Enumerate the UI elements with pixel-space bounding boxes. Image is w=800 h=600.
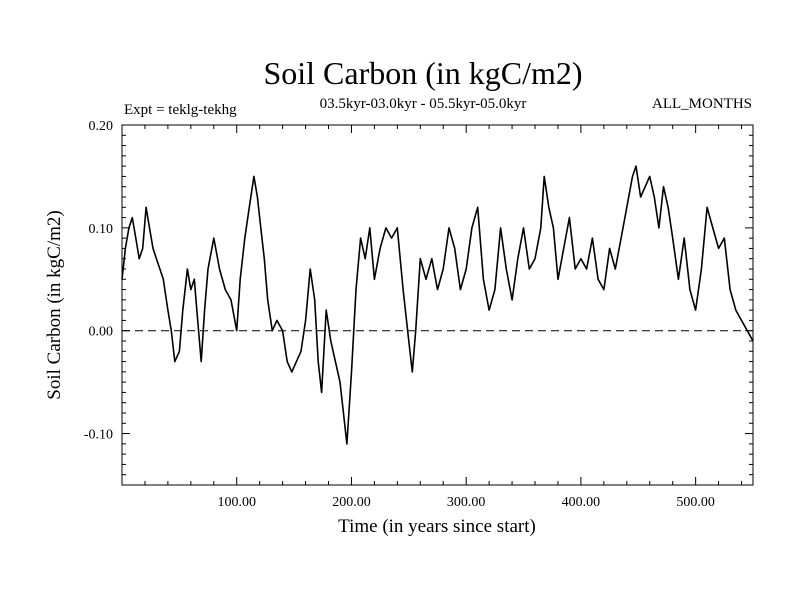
experiment-label: Expt = teklg-tekhg bbox=[124, 102, 237, 118]
chart-title: Soil Carbon (in kgC/m2) bbox=[263, 55, 582, 91]
y-tick-label: 0.20 bbox=[89, 119, 114, 134]
months-label: ALL_MONTHS bbox=[652, 96, 752, 112]
y-axis-label: Soil Carbon (in kgC/m2) bbox=[44, 210, 65, 399]
plot-frame bbox=[121, 124, 754, 486]
y-axis-ticks: -0.10 0.00 0.10 0.20 bbox=[84, 119, 753, 476]
chart-subtitle: 03.5kyr-03.0kyr - 05.5kyr-05.0kyr bbox=[320, 96, 527, 112]
x-axis-ticks: 100.00 200.00 300.00 400.00 500.00 bbox=[144, 125, 743, 510]
y-tick-label: 0.00 bbox=[89, 325, 114, 340]
data-series-line bbox=[121, 165, 754, 445]
x-tick-label: 300.00 bbox=[447, 495, 486, 510]
y-tick-label: -0.10 bbox=[84, 428, 113, 443]
x-tick-label: 100.00 bbox=[217, 495, 256, 510]
x-tick-label: 200.00 bbox=[332, 495, 371, 510]
x-tick-label: 400.00 bbox=[562, 495, 601, 510]
y-tick-label: 0.10 bbox=[89, 222, 114, 237]
x-axis-label: Time (in years since start) bbox=[338, 516, 536, 537]
x-tick-label: 500.00 bbox=[676, 495, 715, 510]
